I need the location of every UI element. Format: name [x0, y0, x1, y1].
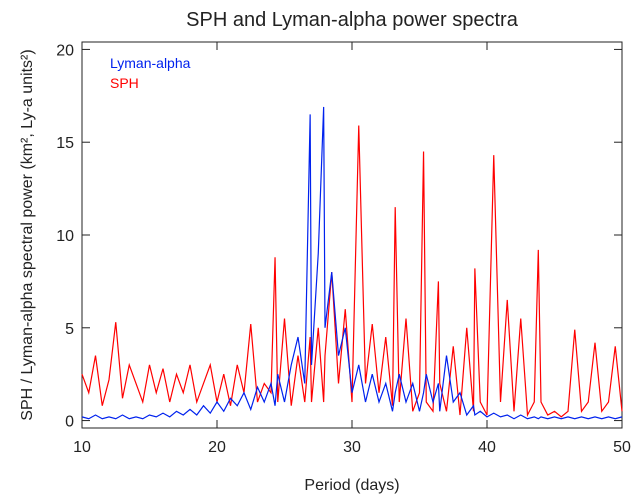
- legend-label: Lyman-alpha: [110, 55, 191, 71]
- chart-title: SPH and Lyman-alpha power spectra: [186, 9, 519, 31]
- y-tick-label: 10: [56, 228, 74, 245]
- x-tick-label: 20: [208, 439, 226, 456]
- x-tick-label: 50: [613, 439, 631, 456]
- series-line: [81, 106, 623, 420]
- y-tick-label: 15: [56, 135, 74, 152]
- x-axis-label: Period (days): [304, 477, 399, 494]
- x-tick-label: 40: [478, 439, 496, 456]
- x-tick-label: 10: [73, 439, 91, 456]
- legend-label: SPH: [110, 75, 139, 91]
- series-line: [81, 125, 623, 418]
- y-axis-label: SPH / Lyman-alpha spectral power (km², L…: [19, 49, 36, 420]
- y-tick-label: 20: [56, 42, 74, 59]
- x-tick-label: 30: [343, 439, 361, 456]
- y-tick-label: 5: [65, 321, 74, 338]
- y-tick-label: 0: [65, 414, 74, 431]
